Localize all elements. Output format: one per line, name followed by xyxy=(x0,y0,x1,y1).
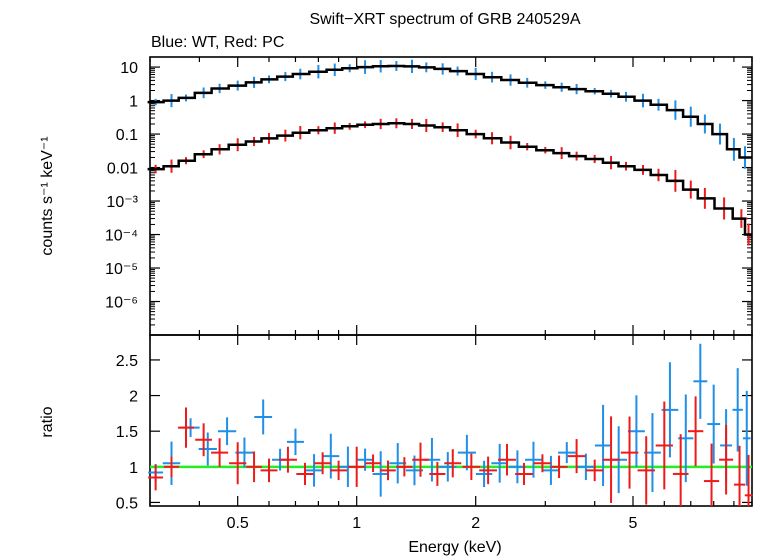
spectrum-y-tick-label: 10⁻³ xyxy=(106,194,138,211)
y-axis-label-spectrum: counts s⁻¹ keV⁻¹ xyxy=(39,136,56,255)
ratio-data-point xyxy=(533,454,552,473)
model-curve xyxy=(147,64,752,159)
ratio-data-point xyxy=(278,446,297,473)
ratio-data-point xyxy=(498,443,516,476)
ratio-data-point xyxy=(217,417,237,446)
x-tick-label: 1 xyxy=(352,515,361,532)
ratio-data-point xyxy=(380,460,396,481)
ratio-data-point xyxy=(348,446,366,487)
ratio-data-point xyxy=(412,442,429,477)
x-axis-label: Energy (keV) xyxy=(408,539,501,556)
ratio-frame xyxy=(149,334,753,507)
model-curve xyxy=(147,122,752,236)
ratio-data-point xyxy=(444,449,462,478)
y-axis-label-ratio: ratio xyxy=(39,406,56,437)
ratio-data-point xyxy=(515,462,533,485)
ratio-data-point xyxy=(389,443,407,484)
ratio-data-point xyxy=(305,454,323,487)
ratio-data-point xyxy=(396,457,413,477)
ratio-data-point xyxy=(330,460,348,481)
spectrum-y-tick-label: 1 xyxy=(129,94,138,111)
ratio-data-point xyxy=(567,439,586,474)
chart-subtitle: Blue: WT, Red: PC xyxy=(151,34,284,51)
ratio-data-point xyxy=(365,454,381,473)
ratio-data-point xyxy=(707,384,721,464)
spectrum-y-tick-label: 0.1 xyxy=(116,127,138,144)
ratio-data-point xyxy=(687,396,704,466)
ratio-data-point xyxy=(475,460,493,488)
chart-title: Swift−XRT spectrum of GRB 240529A xyxy=(309,11,580,28)
ratio-data-point xyxy=(620,416,639,489)
ratio-data-point xyxy=(558,442,576,464)
ratio-data-point xyxy=(693,343,708,419)
ratio-data-point xyxy=(594,404,612,486)
ratio-data-point xyxy=(246,451,262,483)
x-tick-label: 2 xyxy=(471,515,480,532)
spectrum-y-tick-label: 10⁻⁶ xyxy=(105,295,138,312)
ratio-data-point xyxy=(254,399,273,435)
ratio-data-point xyxy=(148,464,164,491)
x-tick-label: 5 xyxy=(629,515,638,532)
ratio-data-point xyxy=(744,454,753,506)
ratio-data-point xyxy=(429,461,446,486)
ratio-data-point xyxy=(314,452,332,475)
ratio-data-point xyxy=(525,441,542,478)
spectrum-y-tick-label: 10⁻⁵ xyxy=(105,261,138,278)
ratio-data-point xyxy=(703,443,720,506)
spectrum-y-tick-label: 10⁻⁴ xyxy=(105,228,138,245)
ratio-data-point xyxy=(637,436,655,505)
ratio-data-point xyxy=(742,390,751,486)
ratio-data-point xyxy=(457,434,476,471)
spectrum-y-tick-label: 0.01 xyxy=(107,161,138,178)
ratio-data-point xyxy=(602,416,620,504)
ratio-data-point xyxy=(655,401,673,490)
ratio-y-tick-label: 2.5 xyxy=(116,353,138,370)
ratio-data-point xyxy=(576,453,595,481)
ratio-data-point xyxy=(550,455,568,479)
ratio-panel: 0.5 1 1.5 2 2.5 0.5 1 2 5 xyxy=(116,334,753,532)
spectrum-panel: 10 1 0.1 0.01 10⁻³ 10⁻⁴ 10⁻⁵ 10⁻⁶ xyxy=(105,56,753,336)
ratio-data-point xyxy=(719,424,734,495)
ratio-data-point xyxy=(491,443,509,483)
ratio-data-point xyxy=(672,434,689,506)
spectrum-y-tick-label: 10 xyxy=(120,60,138,77)
ratio-y-tick-label: 0.5 xyxy=(116,495,138,512)
ratio-data-point xyxy=(198,432,217,466)
ratio-y-tick-label: 1.5 xyxy=(116,424,138,441)
ratio-data-point xyxy=(586,459,604,482)
ratio-data-point xyxy=(462,453,481,481)
ratio-data-point xyxy=(163,456,180,478)
ratio-data-point xyxy=(177,407,195,448)
ratio-data-point xyxy=(296,462,314,485)
ratio-data-point xyxy=(732,368,743,452)
x-tick-label: 0.5 xyxy=(227,515,249,532)
ratio-data-point xyxy=(211,438,229,467)
ratio-data-point xyxy=(286,428,304,456)
ratio-data-point xyxy=(733,445,746,506)
ratio-y-tick-label: 2 xyxy=(129,389,138,406)
ratio-data-point xyxy=(195,423,213,457)
ratio-data-point xyxy=(627,395,645,467)
ratio-data-point xyxy=(479,456,498,485)
ratio-y-tick-label: 1 xyxy=(129,460,138,477)
ratio-data-point xyxy=(542,455,560,485)
ratio-data-point xyxy=(229,442,247,485)
ratio-data-point xyxy=(260,458,278,483)
ratio-data-point xyxy=(372,451,389,497)
